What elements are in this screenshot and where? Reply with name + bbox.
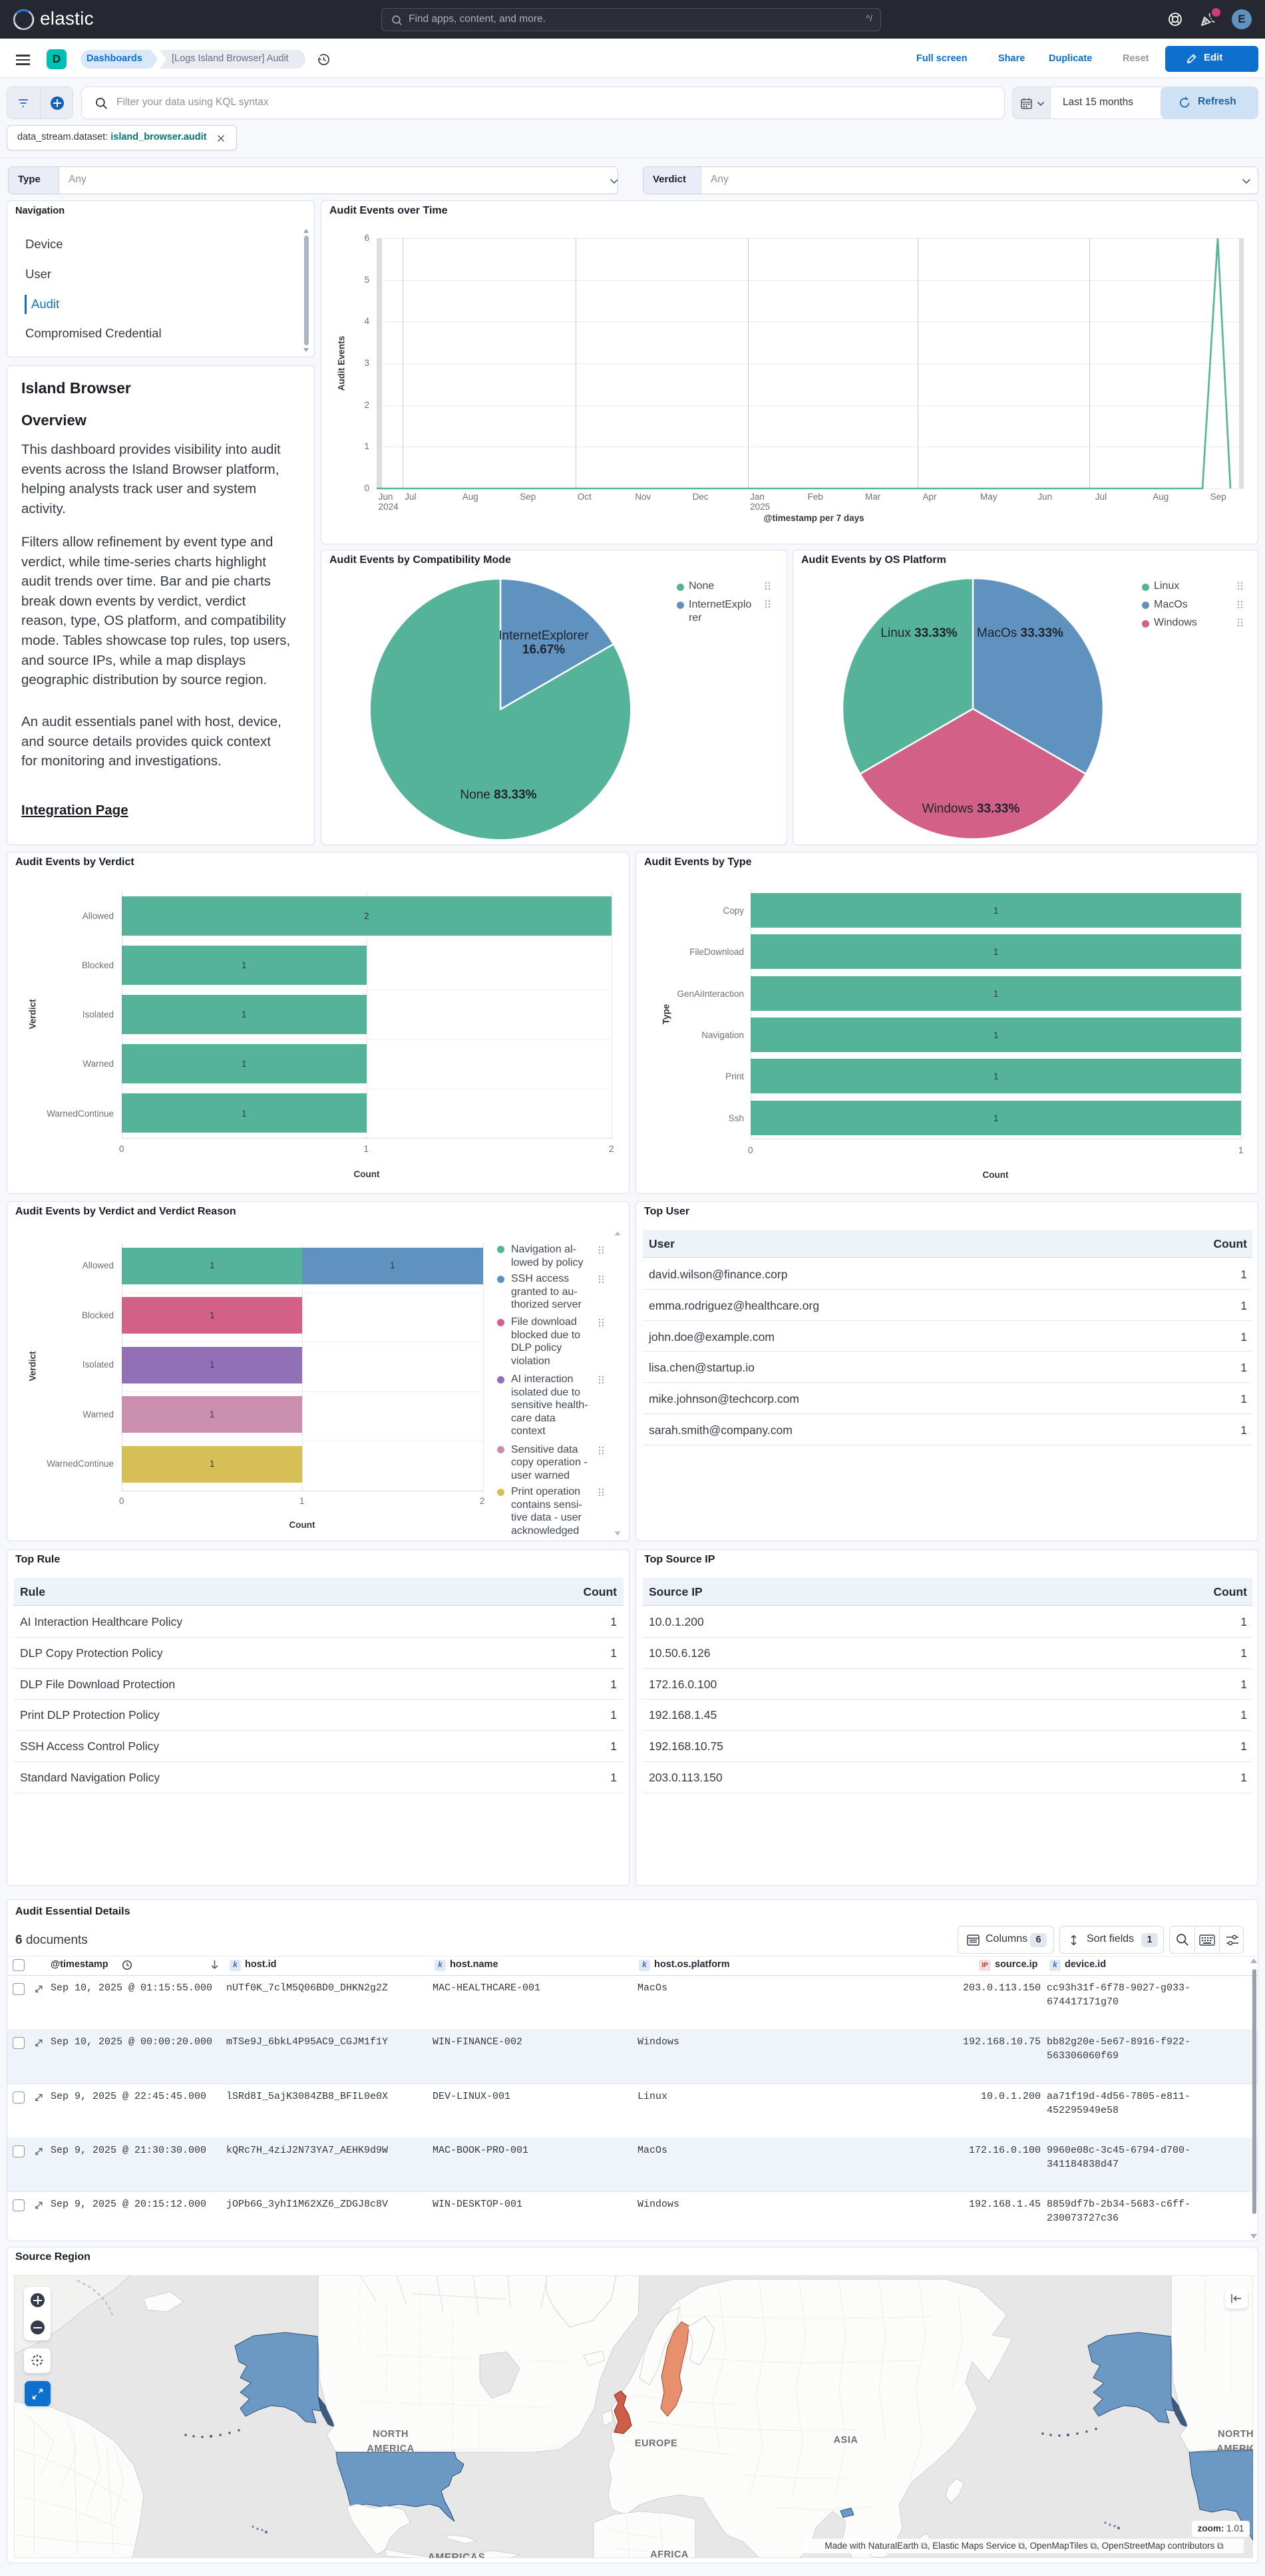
svg-text:AMERICAS: AMERICAS	[428, 2552, 486, 2558]
svg-text:EUROPE: EUROPE	[635, 2438, 677, 2449]
svg-text:ASIA: ASIA	[834, 2435, 858, 2446]
svg-text:NORTH: NORTH	[373, 2429, 409, 2440]
svg-text:AMERICA: AMERICA	[367, 2444, 414, 2454]
svg-text:NORTH: NORTH	[1218, 2429, 1253, 2440]
svg-text:AMERICA: AMERICA	[1216, 2444, 1253, 2454]
svg-text:AFRICA: AFRICA	[650, 2549, 689, 2558]
